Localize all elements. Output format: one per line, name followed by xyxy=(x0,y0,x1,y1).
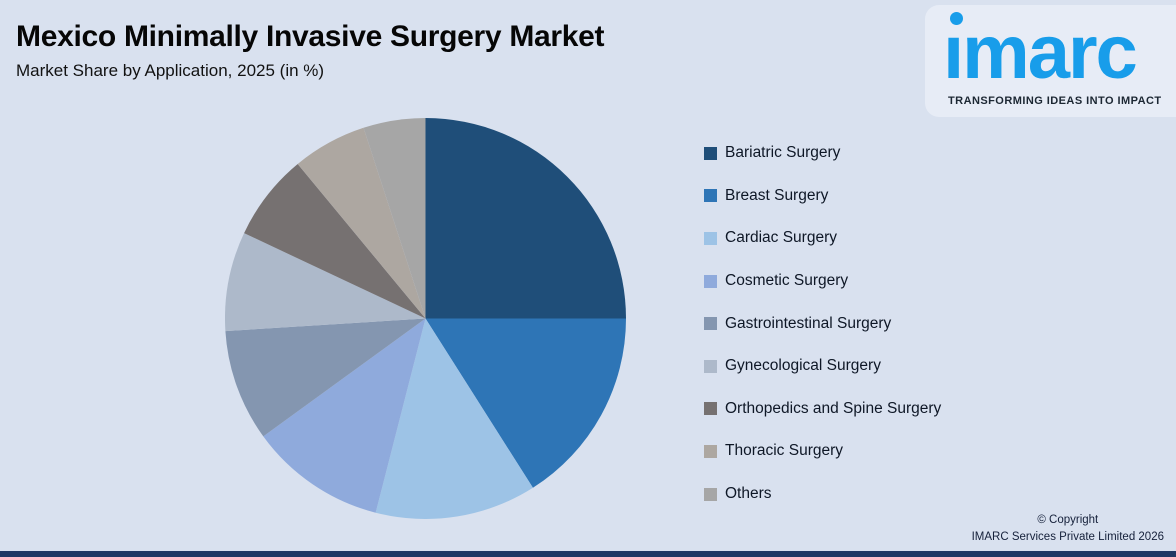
copyright-line1: © Copyright xyxy=(1037,514,1099,526)
legend-label: Thoracic Surgery xyxy=(725,442,844,460)
legend-label: Gynecological Surgery xyxy=(725,357,881,375)
legend-item: Cardiac Surgery xyxy=(704,217,941,260)
pie-slice-others xyxy=(363,118,426,319)
legend-label: Bariatric Surgery xyxy=(725,144,841,162)
copyright-notice: © Copyright IMARC Services Private Limit… xyxy=(972,512,1164,546)
legend-swatch xyxy=(704,189,717,203)
pie-slice-cosmetic-surgery xyxy=(263,318,426,513)
legend-swatch xyxy=(704,444,717,458)
chart-title: Mexico Minimally Invasive Surgery Market xyxy=(16,20,605,53)
legend-label: Gastrointestinal Surgery xyxy=(725,314,892,332)
legend-item: Gynecological Surgery xyxy=(704,345,941,388)
legend-swatch xyxy=(704,146,717,160)
legend-label: Cardiac Surgery xyxy=(725,229,837,247)
legend-item: Cosmetic Surgery xyxy=(704,260,941,303)
pie-slice-orthopedics-and-spine-surgery xyxy=(244,164,426,319)
legend-item: Breast Surgery xyxy=(704,175,941,218)
legend-label: Breast Surgery xyxy=(725,186,829,204)
legend-item: Others xyxy=(704,473,941,516)
legend: Bariatric Surgery Breast Surgery Cardiac S… xyxy=(704,132,941,515)
pie-slice-gynecological-surgery xyxy=(225,233,426,332)
logo-tagline: TRANSFORMING IDEAS INTO IMPACT xyxy=(948,95,1162,107)
pie-chart xyxy=(225,118,626,519)
legend-swatch xyxy=(704,402,717,416)
pie-slice-breast-surgery xyxy=(425,318,626,488)
legend-item: Gastrointestinal Surgery xyxy=(704,302,941,345)
pie-slice-bariatric-surgery xyxy=(425,118,626,319)
copyright-line2: IMARC Services Private Limited 2026 xyxy=(971,531,1164,543)
legend-label: Cosmetic Surgery xyxy=(725,272,849,290)
pie-slice-cardiac-surgery xyxy=(375,318,533,519)
logo-i-dot-icon xyxy=(950,12,963,25)
chart-subtitle: Market Share by Application, 2025 (in %) xyxy=(16,61,325,80)
legend-swatch xyxy=(704,487,717,501)
logo-word: ımarc xyxy=(943,10,1138,95)
legend-swatch xyxy=(704,317,717,331)
legend-swatch xyxy=(704,231,717,245)
legend-swatch xyxy=(704,359,717,373)
legend-item: Bariatric Surgery xyxy=(704,132,941,175)
legend-item: Orthopedics and Spine Surgery xyxy=(704,388,941,431)
pie-slice-gastrointestinal-surgery xyxy=(225,318,426,437)
legend-label: Orthopedics and Spine Surgery xyxy=(725,399,942,417)
legend-label: Others xyxy=(725,485,772,503)
pie-chart-area xyxy=(225,118,626,519)
pie-slice-thoracic-surgery xyxy=(297,127,426,319)
legend-item: Thoracic Surgery xyxy=(704,430,941,473)
legend-swatch xyxy=(704,274,717,288)
imarc-logo: ımarc TRANSFORMING IDEAS INTO IMPACT xyxy=(925,5,1176,117)
bottom-accent-bar xyxy=(0,551,1176,557)
